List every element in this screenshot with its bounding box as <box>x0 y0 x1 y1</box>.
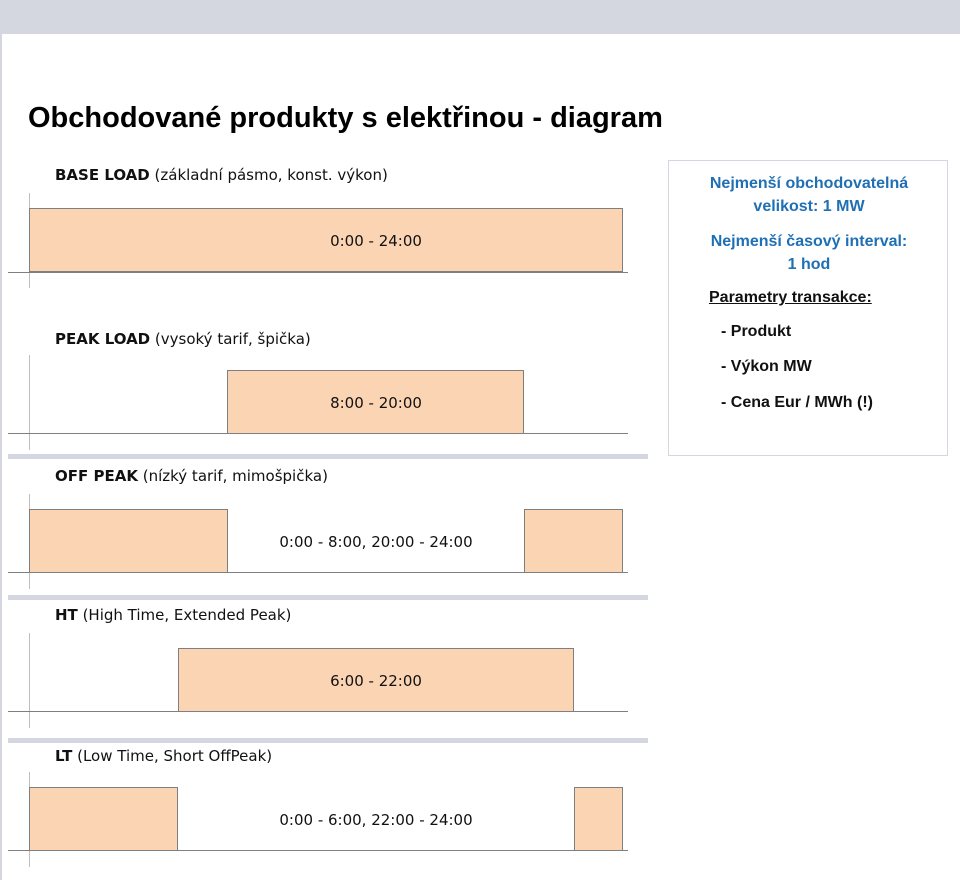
param-item: - Výkon MW <box>721 358 812 375</box>
panel-desc: (základní pásmo, konst. výkon) <box>154 166 388 184</box>
panel-separator <box>8 595 648 600</box>
panel-code: LT <box>55 747 73 765</box>
block-label: 8:00 - 20:00 <box>330 394 422 412</box>
panel-separator <box>8 454 648 459</box>
diagram-area: BASE LOAD (základní pásmo, konst. výkon)… <box>8 160 648 878</box>
track-baseline <box>8 850 628 851</box>
time-block <box>29 208 623 272</box>
panel-title: HT (High Time, Extended Peak) <box>55 606 291 624</box>
panel-code: BASE LOAD <box>55 166 150 184</box>
track-start-line <box>29 355 30 450</box>
param-item: - Cena Eur / MWh (!) <box>721 394 873 411</box>
info-box: Nejmenší obchodovatelná velikost: 1 MW N… <box>668 160 948 456</box>
timeline-track: 0:00 - 6:00, 22:00 - 24:00 <box>8 772 648 867</box>
track-start-line <box>29 633 30 728</box>
panel-desc: (Low Time, Short OffPeak) <box>77 747 273 765</box>
min-interval-line2: 1 hod <box>787 256 831 273</box>
min-interval-line1: Nejmenší časový interval: <box>710 233 908 250</box>
panel-code: OFF PEAK <box>55 467 138 485</box>
param-item: - Produkt <box>721 323 792 340</box>
panel-off-peak: OFF PEAK (nízký tarif, mimošpička) 0:00 … <box>8 459 648 595</box>
panel-title: LT (Low Time, Short OffPeak) <box>55 747 272 765</box>
block-label: 0:00 - 8:00, 20:00 - 24:00 <box>279 533 473 551</box>
panel-title: BASE LOAD (základní pásmo, konst. výkon) <box>55 166 388 184</box>
panel-peak-load: PEAK LOAD (vysoký tarif, špička) 8:00 - … <box>8 322 648 454</box>
min-size-line1: Nejmenší obchodovatelná <box>709 175 909 192</box>
timeline-track: 8:00 - 20:00 <box>8 355 648 450</box>
block-label: 6:00 - 22:00 <box>330 672 422 690</box>
panel-desc: (nízký tarif, mimošpička) <box>142 467 328 485</box>
panel-title: PEAK LOAD (vysoký tarif, špička) <box>55 330 311 348</box>
time-block <box>524 509 623 573</box>
timeline-track: 0:00 - 8:00, 20:00 - 24:00 <box>8 494 648 589</box>
track-baseline <box>8 572 628 573</box>
block-label: 0:00 - 6:00, 22:00 - 24:00 <box>279 811 473 829</box>
panel-title: OFF PEAK (nízký tarif, mimošpička) <box>55 467 328 485</box>
time-block <box>227 370 524 434</box>
panel-base-load: BASE LOAD (základní pásmo, konst. výkon)… <box>8 160 648 295</box>
time-block <box>29 787 178 851</box>
block-label: 0:00 - 24:00 <box>330 232 422 250</box>
timeline-track: 6:00 - 22:00 <box>8 633 648 728</box>
min-size-line2: velikost: 1 MW <box>753 198 865 215</box>
page-title: Obchodované produkty s elektřinou - diag… <box>28 102 663 134</box>
track-baseline <box>8 272 628 273</box>
time-block <box>178 648 574 712</box>
panel-code: HT <box>55 606 78 624</box>
time-block <box>29 509 228 573</box>
params-title: Parametry transakce: <box>709 289 872 306</box>
panel-separator <box>8 738 648 743</box>
panel-ht: HT (High Time, Extended Peak) 6:00 - 22:… <box>8 600 648 738</box>
panel-code: PEAK LOAD <box>55 330 151 348</box>
panel-desc: (High Time, Extended Peak) <box>82 606 292 624</box>
panel-desc: (vysoký tarif, špička) <box>154 330 311 348</box>
timeline-track: 0:00 - 24:00 <box>8 193 648 288</box>
panel-lt: LT (Low Time, Short OffPeak) 0:00 - 6:00… <box>8 743 648 878</box>
time-block <box>574 787 623 851</box>
